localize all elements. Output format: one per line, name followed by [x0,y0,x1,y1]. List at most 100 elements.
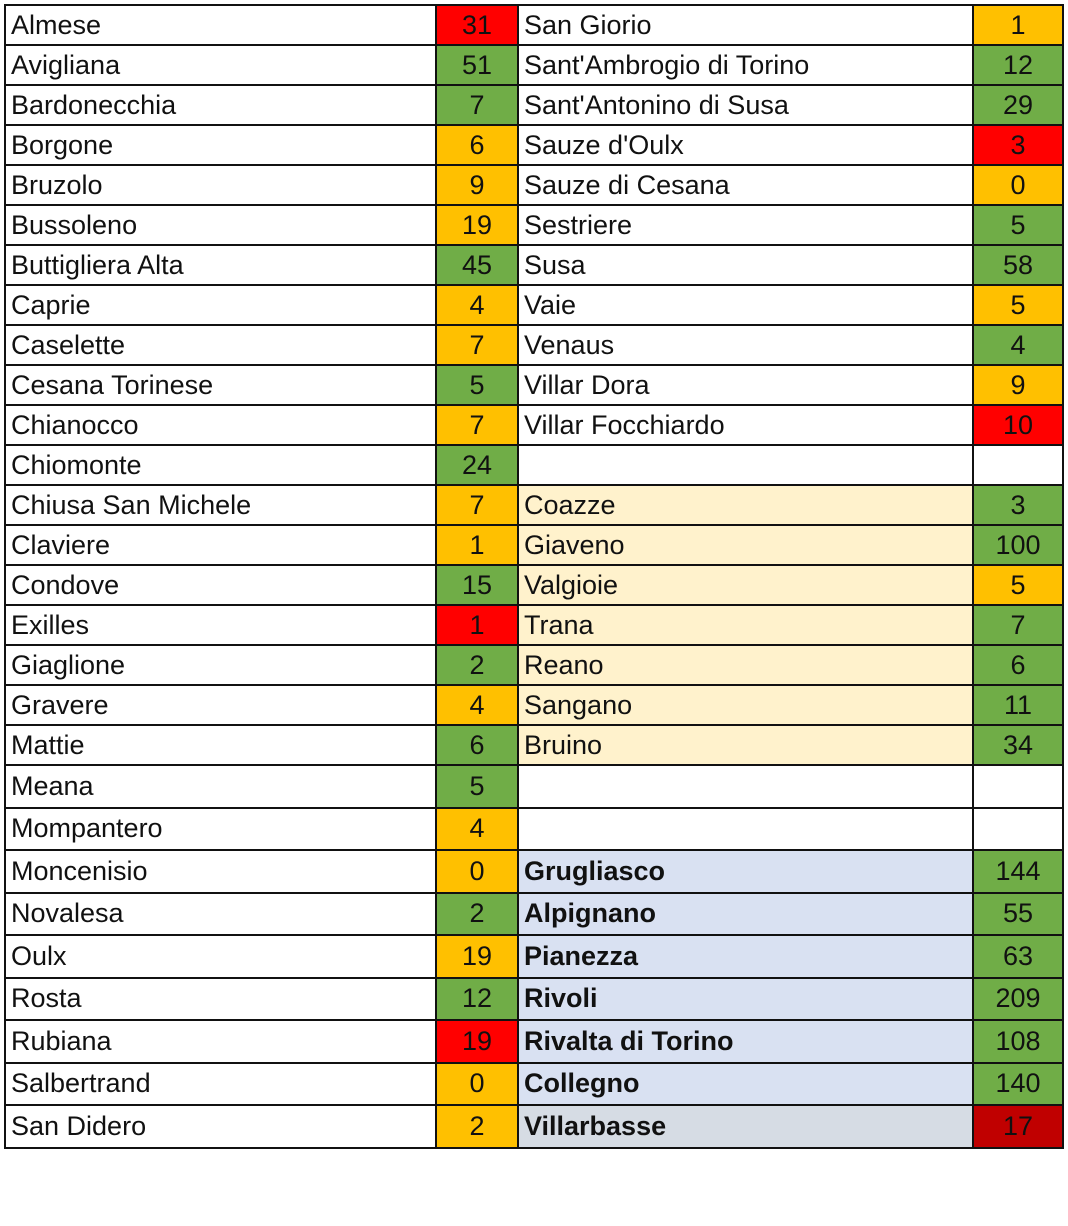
case-count: 29 [972,84,1064,126]
table-row: Bardonecchia 7 Sant'Antonino di Susa 29 [4,84,1064,126]
case-count: 11 [972,684,1064,726]
table-row: Meana 5 [4,764,1064,809]
case-count: 17 [972,1104,1064,1149]
case-count: 4 [972,324,1064,366]
case-count: 10 [972,404,1064,446]
table-row: Mompantero 4 [4,806,1064,851]
case-count: 4 [435,806,519,851]
case-count: 55 [972,891,1064,936]
municipality-name: Oulx [4,934,437,979]
case-count: 31 [435,4,519,46]
municipality-name: Villar Focchiardo [517,404,974,446]
municipality-name: Rivoli [517,976,974,1021]
case-count: 2 [435,891,519,936]
table-row: Novalesa 2 Alpignano 55 [4,891,1064,936]
table-row: Mattie 6 Bruino 34 [4,724,1064,766]
case-count: 209 [972,976,1064,1021]
municipality-name: Venaus [517,324,974,366]
table-row: Chianocco 7 Villar Focchiardo 10 [4,404,1064,446]
municipality-name: Giaglione [4,644,437,686]
municipality-name: Condove [4,564,437,606]
case-count: 4 [435,684,519,726]
case-count: 6 [972,644,1064,686]
case-count: 1 [435,524,519,566]
case-count: 4 [435,284,519,326]
case-count: 51 [435,44,519,86]
case-count: 5 [435,364,519,406]
table-row: Bruzolo 9 Sauze di Cesana 0 [4,164,1064,206]
municipality-name: Grugliasco [517,849,974,894]
case-count: 58 [972,244,1064,286]
municipality-table: Almese 31 San Giorio 1 Avigliana 51 Sant'Ambro… [4,4,1064,1149]
case-count [972,806,1064,851]
case-count: 15 [435,564,519,606]
municipality-name: Reano [517,644,974,686]
case-count: 7 [435,84,519,126]
municipality-name: Cesana Torinese [4,364,437,406]
municipality-name: Caselette [4,324,437,366]
table-row: Gravere 4 Sangano 11 [4,684,1064,726]
case-count: 0 [972,164,1064,206]
case-count: 19 [435,1019,519,1064]
table-row: Caprie 4 Vaie 5 [4,284,1064,326]
case-count: 6 [435,724,519,766]
municipality-name: Rosta [4,976,437,1021]
case-count: 5 [972,564,1064,606]
municipality-name: Coazze [517,484,974,526]
municipality-name: Novalesa [4,891,437,936]
case-count: 1 [972,4,1064,46]
case-count: 7 [435,324,519,366]
case-count: 3 [972,124,1064,166]
municipality-name: Alpignano [517,891,974,936]
municipality-name: Trana [517,604,974,646]
municipality-name: Valgioie [517,564,974,606]
municipality-name: Meana [4,764,437,809]
municipality-name: Bruzolo [4,164,437,206]
municipality-name: Villarbasse [517,1104,974,1149]
municipality-name: Chianocco [4,404,437,446]
municipality-name: Moncenisio [4,849,437,894]
table-row: Condove 15 Valgioie 5 [4,564,1064,606]
municipality-name: Salbertrand [4,1061,437,1106]
case-count: 7 [435,404,519,446]
municipality-name [517,806,974,851]
case-count: 7 [972,604,1064,646]
municipality-name: Avigliana [4,44,437,86]
municipality-name: Exilles [4,604,437,646]
municipality-name [517,444,974,486]
case-count: 3 [972,484,1064,526]
case-count: 19 [435,204,519,246]
case-count: 45 [435,244,519,286]
table-row: Chiomonte 24 [4,444,1064,486]
municipality-name: Sauze d'Oulx [517,124,974,166]
case-count: 0 [435,849,519,894]
table-row: Buttigliera Alta 45 Susa 58 [4,244,1064,286]
municipality-name: Caprie [4,284,437,326]
municipality-name: Susa [517,244,974,286]
municipality-name: Giaveno [517,524,974,566]
municipality-name: Mattie [4,724,437,766]
municipality-name: San Didero [4,1104,437,1149]
case-count: 140 [972,1061,1064,1106]
case-count: 7 [435,484,519,526]
municipality-name: Sangano [517,684,974,726]
case-count [972,764,1064,809]
case-count: 12 [972,44,1064,86]
case-count: 12 [435,976,519,1021]
municipality-name: Gravere [4,684,437,726]
table-row: San Didero 2 Villarbasse 17 [4,1104,1064,1149]
municipality-name [517,764,974,809]
table-row: Rosta 12 Rivoli 209 [4,976,1064,1021]
case-count: 34 [972,724,1064,766]
municipality-name: Sant'Ambrogio di Torino [517,44,974,86]
case-count: 63 [972,934,1064,979]
case-count: 100 [972,524,1064,566]
case-count: 6 [435,124,519,166]
municipality-name: Sestriere [517,204,974,246]
table-row: Moncenisio 0 Grugliasco 144 [4,849,1064,894]
municipality-name: Borgone [4,124,437,166]
municipality-name: San Giorio [517,4,974,46]
municipality-name: Sauze di Cesana [517,164,974,206]
municipality-name: Rivalta di Torino [517,1019,974,1064]
municipality-name: Bardonecchia [4,84,437,126]
